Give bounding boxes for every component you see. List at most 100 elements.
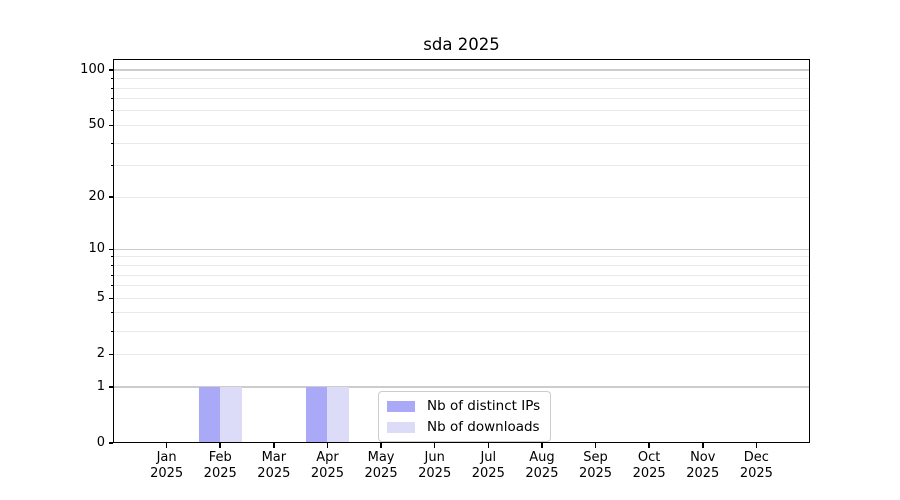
y-minor-tick-mark <box>110 98 113 100</box>
x-tick-label: Dec 2025 <box>716 450 796 482</box>
legend-label: Nb of downloads <box>427 419 540 435</box>
minor-gridline <box>113 256 810 258</box>
x-tick-year: 2025 <box>578 466 613 481</box>
y-tick-mark <box>108 297 113 299</box>
x-tick-month: Aug <box>529 450 555 465</box>
y-tick-mark <box>108 248 113 251</box>
minor-gridline <box>113 78 810 80</box>
y-tick-label: 0 <box>96 435 105 450</box>
x-tick-year: 2025 <box>150 466 184 481</box>
x-tick-mark <box>755 443 758 448</box>
x-tick-year: 2025 <box>686 466 720 481</box>
y-tick-label: 50 <box>88 117 105 133</box>
legend-swatch <box>387 421 415 433</box>
minor-gridline <box>113 142 810 144</box>
x-tick-month: Dec <box>743 450 769 465</box>
x-tick-mark <box>273 443 275 448</box>
y-minor-tick-mark <box>110 330 113 332</box>
minor-gridline <box>113 165 810 167</box>
bar-downloads <box>327 387 349 443</box>
x-tick-month: Jul <box>480 450 497 465</box>
x-tick-year: 2025 <box>310 466 344 481</box>
legend: Nb of distinct IPs Nb of downloads <box>378 391 552 442</box>
y-tick-mark <box>108 442 113 444</box>
y-tick-mark <box>108 69 113 71</box>
legend-entry: Nb of downloads <box>387 419 540 435</box>
x-tick-month: Feb <box>208 450 232 465</box>
x-tick-year: 2025 <box>632 466 666 481</box>
y-minor-tick-mark <box>110 165 113 167</box>
bar-distinct-ips <box>306 387 328 443</box>
y-minor-tick-mark <box>110 265 113 266</box>
minor-gridline <box>113 98 810 100</box>
x-tick-label: Aug 2025 <box>502 450 582 482</box>
major-gridline <box>113 69 810 71</box>
minor-gridline <box>113 353 810 355</box>
y-tick-label: 10 <box>88 241 105 257</box>
y-tick-mark <box>108 124 113 127</box>
y-tick-label: 5 <box>96 290 105 306</box>
x-tick-label: Jan 2025 <box>127 450 207 482</box>
x-tick-mark <box>487 443 490 448</box>
x-tick-mark <box>433 443 436 448</box>
x-tick-year: 2025 <box>525 466 559 481</box>
x-tick-mark <box>702 443 704 448</box>
y-tick-label: 100 <box>80 62 105 78</box>
bar-downloads <box>220 387 242 443</box>
y-minor-tick-mark <box>110 110 113 112</box>
legend-entry: Nb of distinct IPs <box>387 398 540 414</box>
y-minor-tick-mark <box>110 142 113 144</box>
x-tick-month: Sep <box>583 450 608 465</box>
y-tick-mark <box>108 386 113 388</box>
y-minor-tick-mark <box>110 256 113 258</box>
x-tick-label: Feb 2025 <box>180 450 260 482</box>
x-tick-month: May <box>367 450 395 465</box>
x-tick-month: Oct <box>637 450 661 465</box>
minor-gridline <box>113 297 810 299</box>
legend-label: Nb of distinct IPs <box>427 398 541 414</box>
x-tick-month: Apr <box>316 450 339 465</box>
minor-gridline <box>113 196 810 198</box>
y-minor-tick-mark <box>110 312 113 314</box>
y-tick-label: 1 <box>96 379 105 394</box>
minor-gridline <box>113 87 810 89</box>
y-minor-tick-mark <box>110 274 113 276</box>
x-tick-mark <box>380 443 382 448</box>
x-tick-year: 2025 <box>203 466 237 481</box>
minor-gridline <box>113 285 810 287</box>
chart-title: sda 2025 <box>423 35 500 54</box>
x-tick-mark <box>594 443 597 448</box>
minor-gridline <box>113 312 810 314</box>
minor-gridline <box>113 265 810 266</box>
x-tick-label: Oct 2025 <box>609 450 689 482</box>
minor-gridline <box>113 110 810 112</box>
plot-area <box>113 59 810 443</box>
x-tick-label: Sep 2025 <box>556 450 636 482</box>
major-gridline <box>113 248 810 251</box>
minor-gridline <box>113 274 810 276</box>
x-tick-mark <box>165 443 168 448</box>
y-tick-label: 20 <box>88 189 105 205</box>
x-tick-year: 2025 <box>471 466 505 481</box>
x-tick-month: Jan <box>156 450 177 465</box>
bar-distinct-ips <box>198 387 221 443</box>
y-minor-tick-mark <box>110 87 113 89</box>
x-tick-mark <box>541 443 543 448</box>
x-tick-label: Mar 2025 <box>234 450 314 482</box>
x-tick-label: Apr 2025 <box>287 450 367 482</box>
y-minor-tick-mark <box>110 78 113 80</box>
x-tick-year: 2025 <box>418 466 452 481</box>
x-tick-label: Nov 2025 <box>663 450 743 482</box>
y-tick-mark <box>108 196 113 198</box>
y-minor-tick-mark <box>110 285 113 287</box>
x-tick-year: 2025 <box>364 466 398 481</box>
x-tick-year: 2025 <box>257 466 291 481</box>
x-tick-mark <box>326 443 329 448</box>
legend-swatch <box>387 400 415 412</box>
x-tick-label: May 2025 <box>341 450 421 482</box>
x-tick-label: Jun 2025 <box>395 450 475 482</box>
y-tick-mark <box>108 353 113 355</box>
x-tick-mark <box>648 443 650 448</box>
minor-gridline <box>113 124 810 126</box>
